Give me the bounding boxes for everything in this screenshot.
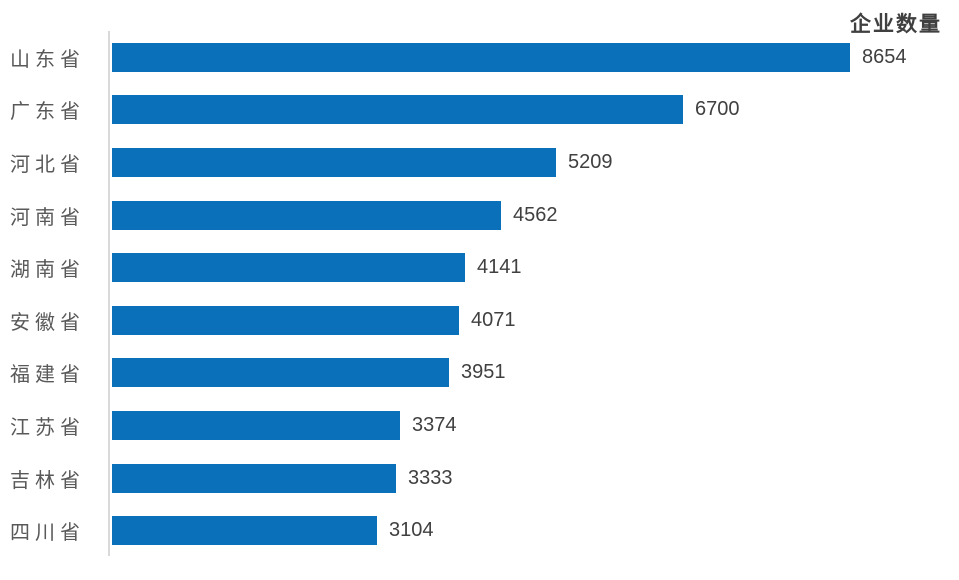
value-label: 8654 — [862, 45, 907, 68]
category-label: 广东省 — [10, 99, 85, 124]
y-axis-line — [108, 31, 110, 556]
category-label: 福建省 — [10, 362, 85, 387]
bar-row: 广东省 6700 — [0, 84, 959, 137]
chart-title: 企业数量 — [850, 13, 942, 36]
bar — [112, 305, 459, 335]
category-label: 吉林省 — [10, 467, 85, 492]
bar — [112, 358, 449, 388]
value-label: 4562 — [513, 203, 558, 226]
bar — [112, 200, 501, 230]
category-label: 安徽省 — [10, 309, 85, 334]
category-label: 江苏省 — [10, 414, 85, 439]
value-label: 3104 — [389, 519, 434, 542]
value-label: 4071 — [471, 308, 516, 331]
bar-row: 江苏省 3374 — [0, 399, 959, 452]
bar-row: 湖南省 4141 — [0, 241, 959, 294]
plot-area: 山东省 8654 广东省 6700 河北省 5209 河南省 4562 湖南省 4141 安徽省 40… — [0, 31, 959, 557]
bar — [112, 42, 850, 72]
category-label: 河南省 — [10, 204, 85, 229]
value-label: 3333 — [408, 466, 453, 489]
bar-row: 山东省 8654 — [0, 31, 959, 84]
bar-row: 四川省 3104 — [0, 504, 959, 557]
bar — [112, 516, 377, 546]
bar — [112, 147, 556, 177]
value-label: 5209 — [568, 150, 613, 173]
value-label: 3374 — [412, 413, 457, 436]
bar-row: 河南省 4562 — [0, 189, 959, 242]
bar-row: 吉林省 3333 — [0, 452, 959, 505]
bar — [112, 253, 465, 283]
bar-row: 福建省 3951 — [0, 347, 959, 400]
value-label: 3951 — [461, 361, 506, 384]
category-label: 山东省 — [10, 46, 85, 71]
category-label: 湖南省 — [10, 257, 85, 282]
bar-row: 河北省 5209 — [0, 136, 959, 189]
bar — [112, 463, 396, 493]
bar — [112, 95, 683, 125]
value-label: 4141 — [477, 256, 522, 279]
category-label: 河北省 — [10, 151, 85, 176]
bar-row: 安徽省 4071 — [0, 294, 959, 347]
bar — [112, 410, 400, 440]
category-label: 四川省 — [10, 520, 85, 545]
value-label: 6700 — [695, 98, 740, 121]
